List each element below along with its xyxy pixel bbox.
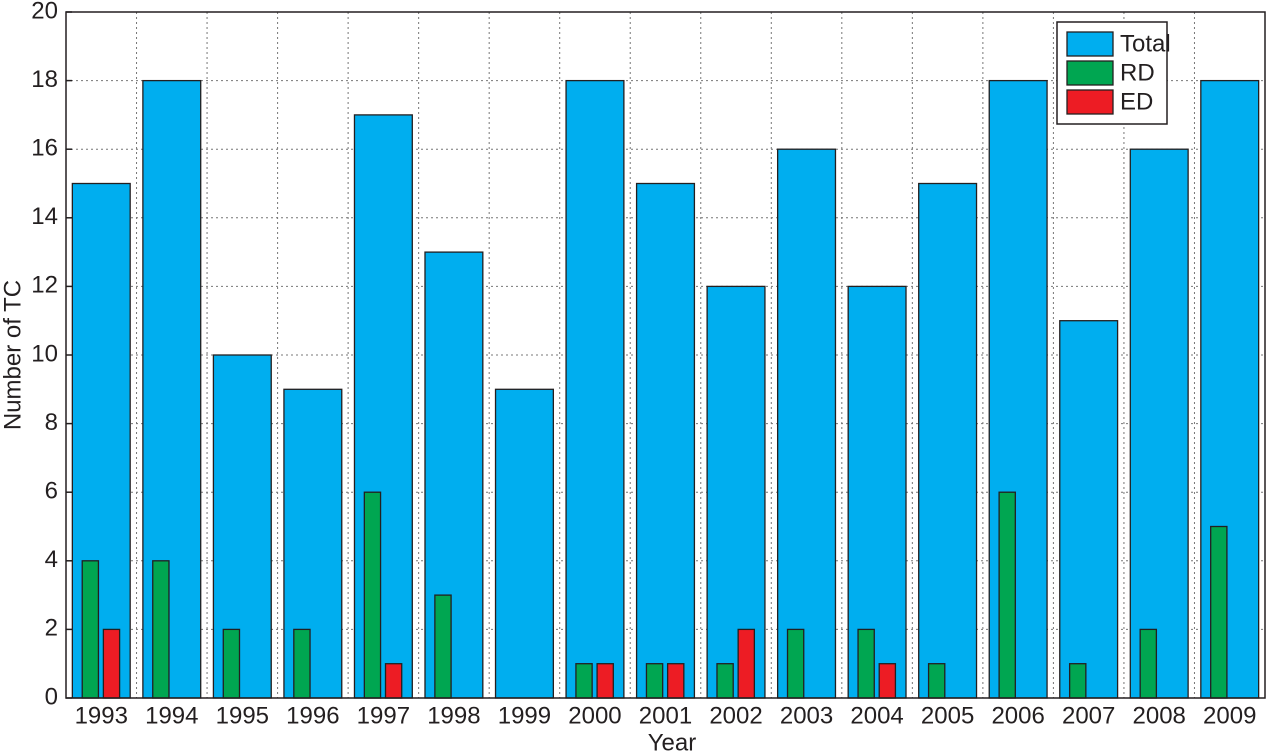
bar [645, 663, 664, 699]
y-tick-label: 18 [31, 66, 58, 93]
x-tick-label: 1999 [498, 702, 551, 729]
x-tick-label: 2007 [1062, 702, 1115, 729]
bar [81, 560, 100, 699]
bar [988, 79, 1048, 699]
bar [283, 388, 343, 699]
bar [1059, 320, 1119, 699]
bar [1210, 525, 1228, 699]
legend-swatch [1066, 31, 1114, 57]
y-tick-label: 20 [31, 0, 58, 24]
bar [212, 354, 272, 699]
x-tick-label: 2002 [709, 702, 762, 729]
bar [1129, 148, 1189, 699]
bar [998, 491, 1016, 699]
y-tick-label: 8 [45, 409, 58, 436]
y-tick-label: 14 [31, 203, 58, 230]
bar [1139, 628, 1158, 699]
x-tick-label: 1995 [216, 702, 269, 729]
legend-label: RD [1120, 59, 1155, 86]
x-axis-label: Year [648, 729, 697, 756]
x-tick-label: 1998 [427, 702, 480, 729]
x-tick-label: 2004 [850, 702, 903, 729]
bar [494, 388, 555, 699]
bar [434, 594, 452, 699]
x-tick-label: 2006 [991, 702, 1044, 729]
y-tick-label: 4 [45, 546, 58, 573]
bar [635, 182, 696, 699]
x-tick-label: 1997 [357, 702, 410, 729]
x-tick-label: 2005 [921, 702, 974, 729]
bar [596, 663, 614, 699]
y-tick-label: 6 [45, 478, 58, 505]
y-tick-label: 10 [31, 340, 58, 367]
bar [565, 79, 625, 699]
bar [384, 663, 403, 699]
bar [1068, 663, 1087, 699]
x-tick-label: 2009 [1203, 702, 1256, 729]
legend-swatch [1066, 89, 1114, 115]
bar [666, 663, 685, 699]
bar [353, 114, 413, 699]
bar [142, 79, 202, 699]
bar [222, 628, 241, 699]
y-tick-label: 2 [45, 615, 58, 642]
y-tick-label: 12 [31, 272, 58, 299]
bar [424, 251, 484, 699]
x-tick-label: 1993 [75, 702, 128, 729]
bar [363, 491, 382, 699]
legend-label: ED [1120, 88, 1153, 115]
bar [71, 182, 131, 699]
y-tick-label: 16 [31, 135, 58, 162]
x-tick-label: 2000 [568, 702, 621, 729]
bar [857, 628, 875, 699]
bar [776, 148, 837, 699]
legend-swatch [1066, 60, 1114, 86]
plot-frame [65, 11, 1266, 699]
bar [927, 663, 946, 699]
bar [716, 663, 734, 699]
bar [918, 182, 978, 699]
y-tick-label: 0 [45, 683, 58, 710]
y-axis-label: Number of TC [0, 280, 26, 430]
bar [152, 560, 170, 699]
bar [706, 285, 766, 699]
bar [293, 628, 311, 699]
x-tick-label: 1994 [145, 702, 198, 729]
bar [786, 628, 805, 699]
bar [575, 663, 593, 699]
bar [737, 628, 756, 699]
x-tick-label: 2003 [780, 702, 833, 729]
bar [102, 628, 121, 699]
bar [878, 663, 897, 699]
x-tick-label: 2008 [1133, 702, 1186, 729]
legend-label: Total [1120, 30, 1171, 57]
bar [1200, 79, 1260, 699]
bar [847, 285, 907, 699]
x-tick-label: 1996 [286, 702, 339, 729]
x-tick-label: 2001 [639, 702, 692, 729]
